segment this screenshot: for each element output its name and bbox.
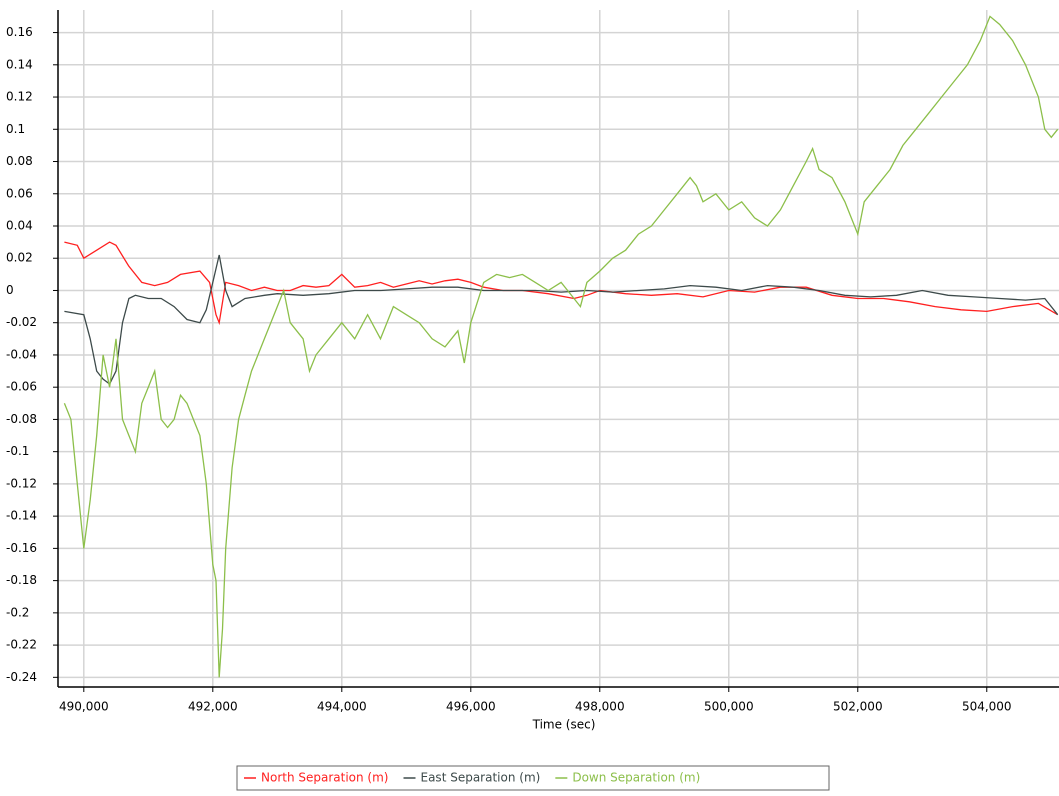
y-tick-label: -0.06 xyxy=(6,380,37,394)
x-tick-label: 504,000 xyxy=(962,700,1012,714)
x-tick-label: 494,000 xyxy=(317,700,367,714)
x-tick-label: 498,000 xyxy=(575,700,625,714)
y-tick-label: -0.08 xyxy=(6,412,37,426)
y-tick-label: -0.2 xyxy=(6,605,29,619)
y-tick-label: -0.16 xyxy=(6,541,37,555)
y-tick-label: -0.04 xyxy=(6,347,37,361)
legend-box xyxy=(236,765,830,791)
x-tick-label: 502,000 xyxy=(833,700,883,714)
grid xyxy=(58,10,1059,687)
x-tick-label: 490,000 xyxy=(59,700,109,714)
legend: North Separation (m) East Separation (m) D… xyxy=(244,771,700,785)
y-tick-label: 0.02 xyxy=(6,251,33,265)
plot-lines xyxy=(63,15,1059,678)
y-tick-label: -0.14 xyxy=(6,509,37,523)
y-tick-label: 0.1 xyxy=(6,122,25,136)
y-tick-label: -0.1 xyxy=(6,444,29,458)
y-tick-label: 0.08 xyxy=(6,154,33,168)
legend-label: Down Separation (m) xyxy=(572,771,700,785)
y-tick-label: 0.06 xyxy=(6,186,33,200)
y-tick-label: 0.12 xyxy=(6,90,33,104)
legend-label: North Separation (m) xyxy=(261,771,389,785)
x-tick-label: 500,000 xyxy=(704,700,754,714)
x-axis-title: Time (sec) xyxy=(532,718,596,732)
y-tick-label: 0 xyxy=(6,283,14,297)
y-tick-label: 0.14 xyxy=(6,57,33,71)
y-tick-label: -0.18 xyxy=(6,573,37,587)
tick-labels: 0.16 0.14 0.12 0.1 0.08 0.06 0.04 0.02 0 -0.02 -0.… xyxy=(6,25,1012,713)
y-tick-label: 0.04 xyxy=(6,218,33,232)
y-tick-label: -0.22 xyxy=(6,638,37,652)
legend-label: East Separation (m) xyxy=(421,771,541,785)
y-tick-label: -0.02 xyxy=(6,315,37,329)
x-tick-label: 496,000 xyxy=(446,700,496,714)
series-line xyxy=(63,15,1059,678)
y-tick-label: 0.16 xyxy=(6,25,33,39)
series-line xyxy=(64,254,1059,385)
y-tick-label: -0.24 xyxy=(6,670,37,684)
series-line xyxy=(64,241,1059,326)
x-tick-label: 492,000 xyxy=(188,700,238,714)
y-tick-label: -0.12 xyxy=(6,476,37,490)
